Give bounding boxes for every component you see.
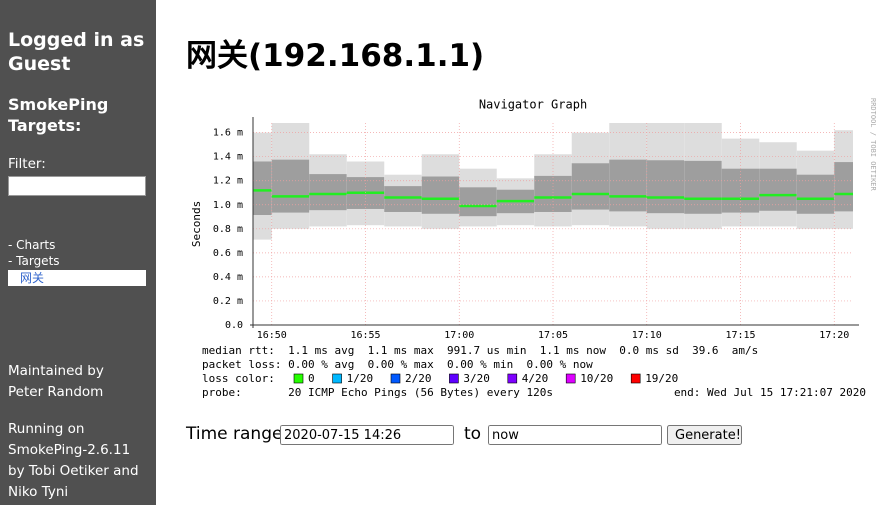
smoke-core <box>421 176 460 214</box>
loss-label: loss color: <box>202 372 275 385</box>
watermark: RRDTOOL / TOBI OETIKER <box>869 98 877 192</box>
page-title: 网关(192.168.1.1) <box>186 38 485 74</box>
smoke-core <box>759 168 797 211</box>
loss-swatch <box>507 373 518 384</box>
maintainer[interactable]: Peter Random <box>8 384 104 400</box>
to-label: to <box>464 424 482 444</box>
end-time: end: Wed Jul 15 17:21:07 2020 <box>674 386 866 399</box>
smoke-core <box>684 160 722 214</box>
loss-legend-label: 10/20 <box>580 372 613 385</box>
x-tick-label: 17:00 <box>444 330 474 341</box>
x-tick-label: 17:15 <box>725 330 755 341</box>
loss-legend-label: 19/20 <box>645 372 678 385</box>
y-tick-label: 0.4 m <box>213 272 243 283</box>
smoke-core <box>271 159 310 213</box>
sidebar: Logged in as Guest SmokePing Targets: Fi… <box>0 0 156 505</box>
y-tick-label: 0.8 m <box>213 224 243 235</box>
y-tick-label: 0.6 m <box>213 248 243 259</box>
smoke-core <box>534 175 572 212</box>
loss-swatch <box>630 373 641 384</box>
smoke-core <box>646 160 685 214</box>
smoke-core <box>721 168 760 213</box>
smoke-core <box>384 186 422 212</box>
x-tick-label: 16:55 <box>350 330 380 341</box>
y-tick-label: 0.0 <box>225 320 243 331</box>
loss-legend-label: 1/20 <box>347 372 374 385</box>
loss-legend-label: 2/20 <box>405 372 432 385</box>
time-range-label: Time range: <box>186 424 289 444</box>
stats-line: median rtt: 1.1 ms avg 1.1 ms max 991.7 … <box>202 344 758 357</box>
generate-button[interactable]: Generate! <box>667 425 742 445</box>
x-tick-label: 17:20 <box>819 330 849 341</box>
loss-legend-label: 3/20 <box>463 372 490 385</box>
maintained-label: Maintained by <box>8 363 104 379</box>
y-tick-label: 1.4 m <box>213 152 243 163</box>
login-status: Logged in as Guest <box>8 29 145 75</box>
x-tick-label: 16:50 <box>257 330 287 341</box>
loss-swatch <box>332 373 342 384</box>
smoke-core <box>459 187 497 217</box>
y-tick-label: 1.2 m <box>213 176 243 187</box>
filter-label: Filter: <box>8 156 46 172</box>
smoke-core <box>796 174 835 214</box>
running-info: Running on SmokePing-2.6.11 by Tobi Oeti… <box>8 421 139 500</box>
y-axis-label: Seconds <box>190 201 203 247</box>
y-tick-label: 0.2 m <box>213 296 243 307</box>
probe-line: probe: 20 ICMP Echo Pings (56 Bytes) eve… <box>202 386 553 399</box>
x-tick-label: 17:05 <box>538 330 568 341</box>
filter-input[interactable] <box>8 176 146 196</box>
smoke-core <box>309 174 347 211</box>
end-input[interactable] <box>488 425 662 445</box>
navigator-graph: Navigator Graph Seconds RRDTOOL / TOBI OET… <box>190 98 877 400</box>
targets-title: SmokePing Targets: <box>8 95 109 135</box>
loss-swatch <box>565 373 576 384</box>
start-input[interactable] <box>280 425 454 445</box>
y-tick-label: 1.6 m <box>213 128 243 139</box>
loss-swatch <box>390 373 401 384</box>
loss-legend-label: 0 <box>308 372 315 385</box>
stats-line: packet loss: 0.00 % avg 0.00 % max 0.00 … <box>202 358 593 371</box>
loss-swatch <box>449 373 459 384</box>
menu-item[interactable]: - Targets <box>8 254 60 268</box>
smoke-core <box>609 159 647 212</box>
smoke-core <box>834 162 853 212</box>
smoke-core <box>253 161 272 215</box>
loss-swatch <box>293 373 304 384</box>
y-tick-label: 1.0 m <box>213 200 243 211</box>
chart-title: Navigator Graph <box>479 98 587 112</box>
smoke-core <box>571 163 610 210</box>
x-tick-label: 17:10 <box>632 330 662 341</box>
menu-item[interactable]: - Charts <box>8 238 56 252</box>
menu-item-active[interactable]: 网关 <box>8 270 146 286</box>
loss-legend-label: 4/20 <box>522 372 549 385</box>
